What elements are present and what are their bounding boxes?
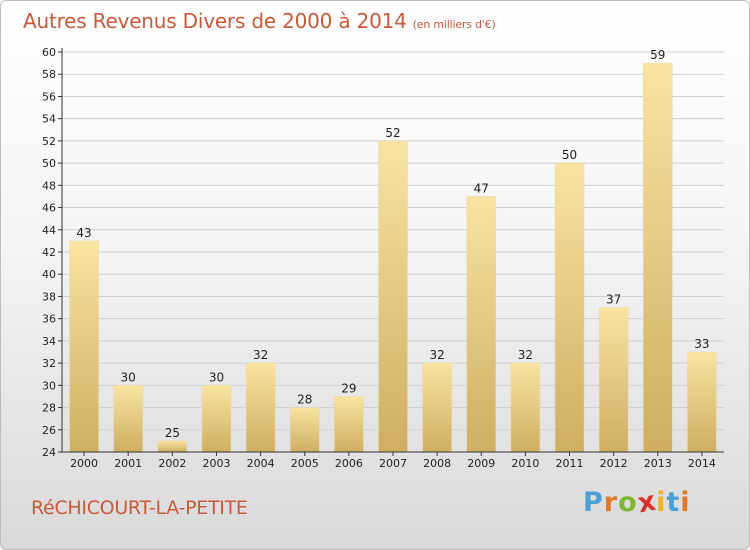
logo-letter: o xyxy=(618,487,638,518)
value-label-2002: 25 xyxy=(165,426,180,440)
y-tick-label: 26 xyxy=(42,424,56,437)
x-tick-label-2006: 2006 xyxy=(335,457,363,470)
value-label-2006: 29 xyxy=(341,381,356,395)
y-tick-label: 54 xyxy=(42,113,56,126)
y-tick-label: 46 xyxy=(42,202,56,215)
y-tick-label: 56 xyxy=(42,90,56,103)
x-tick-label-2010: 2010 xyxy=(511,457,539,470)
x-tick-label-2002: 2002 xyxy=(158,457,186,470)
bar-2011 xyxy=(554,162,585,453)
y-tick-label: 40 xyxy=(42,268,56,281)
value-label-2008: 32 xyxy=(429,348,444,362)
value-label-2000: 43 xyxy=(76,226,91,240)
y-tick-label: 42 xyxy=(42,246,56,259)
proxiti-logo: Proxiti xyxy=(583,486,691,520)
bars xyxy=(69,62,717,453)
x-tick-label-2004: 2004 xyxy=(247,457,275,470)
chart-subtitle: (en milliers d'€) xyxy=(412,18,496,31)
bar-2008 xyxy=(422,362,452,453)
bar-2012 xyxy=(598,307,629,453)
bar-2014 xyxy=(687,351,717,453)
y-tick-label: 30 xyxy=(42,379,56,392)
value-label-2013: 59 xyxy=(650,48,665,62)
x-tick-label-2008: 2008 xyxy=(423,457,451,470)
value-label-2004: 32 xyxy=(253,348,268,362)
value-label-2012: 37 xyxy=(606,293,621,307)
bar-2006 xyxy=(334,396,364,453)
y-tick-label: 50 xyxy=(42,157,56,170)
y-tick-label: 52 xyxy=(42,135,56,148)
chart-title: Autres Revenus Divers de 2000 à 2014 (en … xyxy=(23,9,496,33)
value-label-2010: 32 xyxy=(518,348,533,362)
chart-title-text: Autres Revenus Divers de 2000 à 2014 xyxy=(23,9,407,33)
x-tick-label-2005: 2005 xyxy=(291,457,319,470)
y-tick-label: 34 xyxy=(42,335,56,348)
logo-letter: r xyxy=(603,487,619,518)
bar-2007 xyxy=(378,140,408,453)
bar-2010 xyxy=(510,362,541,453)
logo-letter: i xyxy=(656,487,667,518)
x-tick-label-2001: 2001 xyxy=(114,457,142,470)
x-tick-label-2009: 2009 xyxy=(467,457,495,470)
y-tick-label: 60 xyxy=(42,46,56,59)
y-tick-label: 48 xyxy=(42,179,56,192)
x-tick-label-2011: 2011 xyxy=(556,457,584,470)
value-label-2011: 50 xyxy=(562,148,577,162)
bar-2000 xyxy=(69,240,99,453)
x-tick-label-2007: 2007 xyxy=(379,457,407,470)
y-tick-label: 38 xyxy=(42,290,56,303)
logo-letter: t xyxy=(666,487,681,518)
x-tick-label-2000: 2000 xyxy=(70,457,98,470)
y-tick-label: 24 xyxy=(42,446,56,459)
x-tick-label-2014: 2014 xyxy=(688,457,716,470)
logo-letter: P xyxy=(583,487,604,518)
y-tick-label: 36 xyxy=(42,313,56,326)
bar-2004 xyxy=(245,362,276,453)
y-tick-label: 58 xyxy=(42,68,56,81)
value-label-2005: 28 xyxy=(297,393,312,407)
x-tick-label-2012: 2012 xyxy=(600,457,628,470)
axes xyxy=(58,48,724,456)
y-tick-label: 28 xyxy=(42,402,56,415)
commune-name: RéCHICOURT-LA-PETITE xyxy=(31,497,248,519)
y-tick-label: 32 xyxy=(42,357,56,370)
bar-2003 xyxy=(201,385,232,453)
bar-2005 xyxy=(289,407,320,453)
value-label-2003: 30 xyxy=(209,370,224,384)
y-tick-label: 44 xyxy=(42,224,56,237)
bar-2009 xyxy=(466,196,497,453)
logo-letter: i xyxy=(680,487,691,518)
value-label-2007: 52 xyxy=(385,126,400,140)
bar-2013 xyxy=(643,62,673,453)
value-label-2009: 47 xyxy=(474,181,489,195)
bar-2001 xyxy=(113,385,143,453)
bar-2002 xyxy=(157,440,188,453)
labels: 24 26 28 30 32 34 36 38 40 42 44 46 48 50 52 54 56 58 60 43… xyxy=(42,46,716,470)
x-tick-label-2013: 2013 xyxy=(644,457,672,470)
x-tick-label-2003: 2003 xyxy=(202,457,230,470)
value-label-2001: 30 xyxy=(121,370,136,384)
value-label-2014: 33 xyxy=(694,337,709,351)
